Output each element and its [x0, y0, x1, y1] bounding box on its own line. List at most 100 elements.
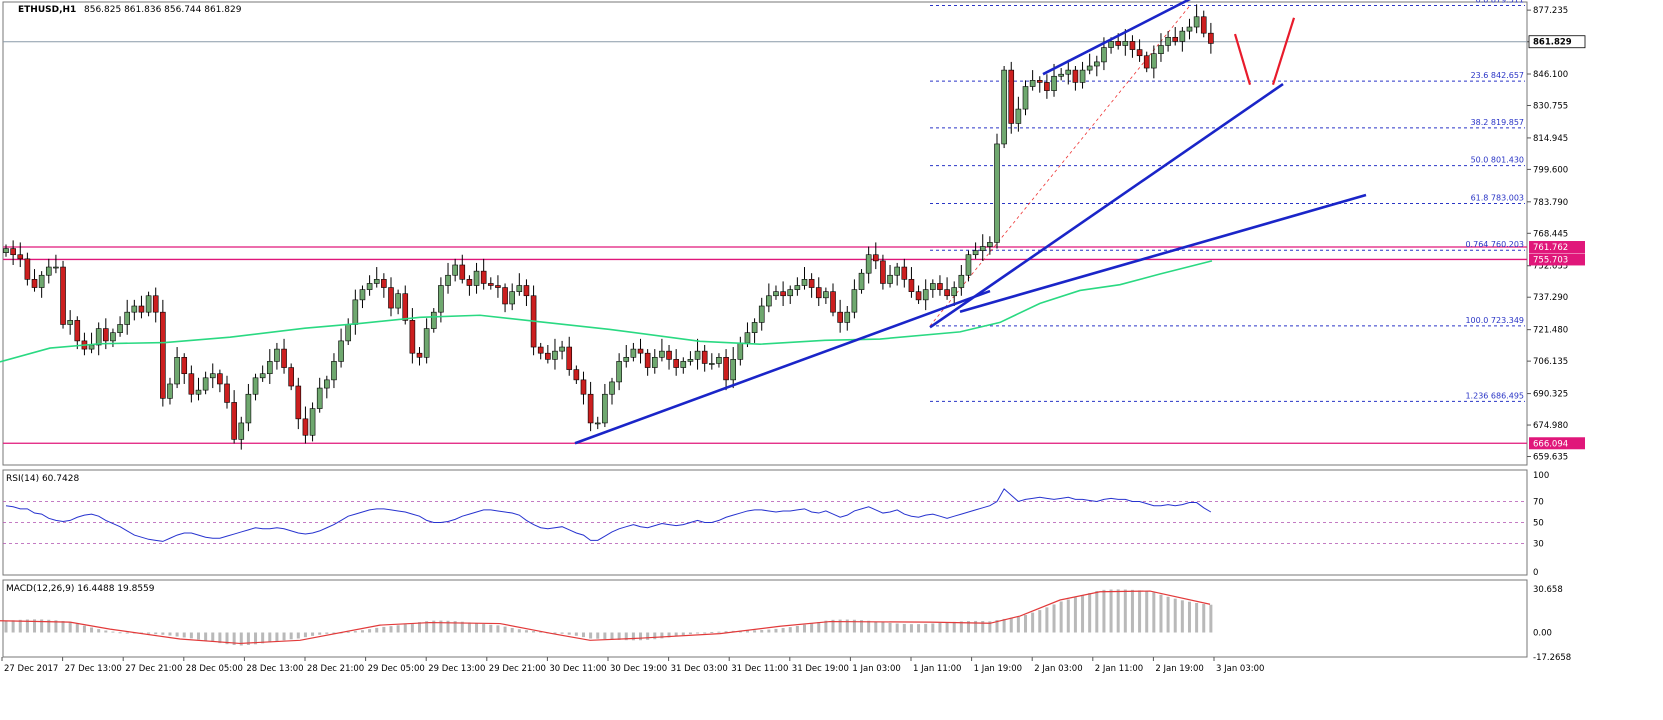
rsi-line: [5, 488, 1212, 542]
bull-candle: [174, 357, 180, 385]
macd-histogram-bar: [517, 629, 521, 633]
bull-candle: [1022, 86, 1029, 110]
bull-candle: [1179, 30, 1186, 42]
macd-histogram-bar: [396, 625, 400, 633]
bull-candle: [1193, 16, 1200, 28]
macd-histogram-bar: [410, 623, 414, 633]
bull-candle: [1065, 69, 1072, 75]
macd-histogram-bar: [710, 631, 714, 633]
macd-histogram-bar: [254, 632, 258, 645]
bull-candle: [53, 266, 59, 269]
macd-tick-label: -17.2658: [1533, 653, 1571, 663]
macd-histogram-bar: [724, 631, 728, 633]
macd-histogram-bar: [553, 632, 557, 634]
macd-histogram-bar: [125, 632, 129, 634]
macd-histogram-bar: [781, 628, 785, 633]
macd-histogram-bar: [1102, 589, 1106, 633]
bull-candle: [744, 332, 751, 344]
price-pane[interactable]: 0.0 879.511 23.6 842.657 38.2 819.857 50.0 …: [0, 0, 1527, 450]
macd-histogram-bar: [332, 632, 336, 634]
trend-line: [929, 82, 1284, 329]
macd-histogram-bar: [938, 622, 942, 633]
bull-candle: [95, 328, 102, 346]
bear-candle: [466, 279, 473, 286]
bull-candle: [38, 274, 45, 288]
macd-tick-label: 30.658: [1533, 585, 1563, 595]
bull-candle: [3, 248, 9, 253]
bull-candle: [209, 373, 216, 379]
bull-candle: [245, 393, 252, 424]
macd-histogram-bar: [867, 620, 871, 633]
macd-signal-line: [0, 590, 1211, 645]
bull-candle: [145, 295, 152, 313]
macd-histogram-bar: [368, 629, 372, 633]
fib-level-label: 23.6 842.657: [1471, 71, 1524, 80]
bear-candle: [1115, 41, 1121, 46]
macd-histogram-bar: [802, 624, 806, 633]
macd-histogram-bar: [225, 632, 229, 645]
bull-candle: [887, 274, 893, 284]
bear-candle: [573, 369, 580, 381]
bull-candle: [1001, 69, 1007, 145]
macd-histogram-bar: [909, 624, 913, 633]
bear-candle: [31, 279, 38, 288]
macd-histogram-bar: [881, 622, 885, 633]
macd-histogram-bar: [610, 632, 614, 640]
bull-candle: [794, 285, 801, 290]
macd-histogram-bar: [182, 632, 186, 638]
pane-frames: [2, 1, 1528, 658]
macd-histogram-bar: [75, 623, 79, 633]
bear-candle: [808, 279, 815, 288]
bull-candle: [965, 254, 972, 276]
bear-candle: [224, 383, 230, 403]
macd-histogram-bar: [1123, 589, 1127, 633]
fib-level-label: 61.8 783.003: [1471, 193, 1524, 202]
macd-histogram-bar: [838, 619, 842, 633]
rsi-tick-label: 30: [1533, 540, 1544, 550]
bear-candle: [217, 373, 223, 385]
macd-histogram-bar: [524, 630, 528, 633]
macd-histogram-bar: [988, 621, 992, 633]
macd-histogram-bar: [1145, 590, 1149, 633]
bear-candle: [288, 367, 294, 387]
bull-candle: [773, 291, 779, 297]
macd-pane[interactable]: [0, 589, 1213, 646]
sr-price-box: [1529, 437, 1585, 450]
bull-candle: [338, 340, 344, 362]
macd-histogram-bar: [389, 626, 393, 633]
price-tick-label: 768.445: [1533, 229, 1568, 239]
macd-histogram-bar: [232, 632, 236, 646]
macd-histogram-bar: [795, 626, 799, 633]
candles: [3, 4, 1214, 450]
time-tick-label: 27 Dec 21:00: [125, 664, 182, 674]
macd-histogram-bar: [40, 619, 44, 633]
bull-candle: [687, 359, 694, 362]
macd-histogram-bar: [895, 623, 899, 633]
bull-candle: [630, 348, 637, 358]
macd-histogram-bar: [603, 632, 607, 640]
bear-candle: [1172, 36, 1179, 42]
bull-candle: [352, 299, 359, 325]
bear-candle: [1200, 16, 1207, 34]
macd-histogram-bar: [61, 621, 65, 633]
bear-candle: [637, 348, 644, 354]
macd-histogram-bar: [296, 632, 300, 639]
bear-candle: [580, 379, 587, 395]
macd-histogram-bar: [696, 632, 700, 634]
macd-histogram-bar: [353, 631, 357, 633]
macd-histogram-bar: [631, 632, 635, 641]
rsi-pane[interactable]: [3, 488, 1527, 544]
bear-candle: [1008, 69, 1015, 124]
macd-histogram-bar: [1130, 589, 1134, 633]
macd-histogram-bar: [211, 632, 215, 642]
bear-candle: [1143, 55, 1150, 69]
bear-candle: [908, 279, 915, 292]
macd-histogram-bar: [446, 620, 450, 633]
bull-candle: [559, 346, 565, 352]
macd-histogram-bar: [68, 621, 72, 633]
bull-candle: [844, 311, 851, 323]
macd-histogram-bar: [902, 623, 906, 633]
ohlc-readout: 856.825 861.836 856.744 861.829: [84, 5, 242, 15]
bull-candle: [552, 350, 558, 360]
bull-candle: [680, 361, 687, 368]
